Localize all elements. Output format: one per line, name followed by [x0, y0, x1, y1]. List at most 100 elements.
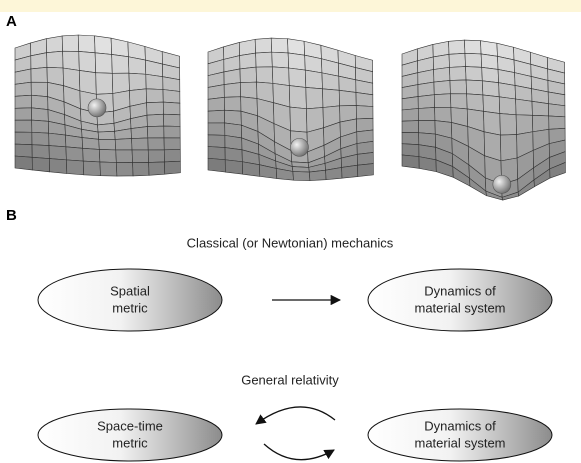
mesh-cell: [116, 150, 133, 163]
mesh-cell: [15, 95, 32, 108]
mesh-cell: [402, 121, 419, 133]
mesh-cell: [147, 126, 164, 138]
panel-label: B: [6, 207, 17, 224]
mesh-cell: [450, 94, 467, 109]
mesh-cell: [15, 108, 32, 120]
mesh-cell: [31, 67, 47, 82]
mesh-cell: [293, 171, 310, 180]
mesh-cell: [115, 139, 132, 150]
mesh-cell: [164, 114, 181, 126]
mesh-cell: [272, 67, 289, 86]
ellipse-text: material system: [414, 300, 505, 315]
mesh-cell: [402, 97, 418, 110]
mesh-cell: [481, 54, 498, 69]
mesh-cell: [358, 164, 374, 177]
mesh-cell: [434, 94, 451, 108]
mesh-cell: [164, 126, 180, 138]
mesh-cell: [224, 83, 241, 98]
mesh-cell: [483, 95, 500, 114]
mesh-cell: [132, 138, 149, 150]
ball: [290, 138, 308, 156]
mesh-cell: [31, 53, 47, 69]
mesh-cell: [164, 150, 180, 162]
mesh-cell: [15, 120, 32, 132]
mesh-cell: [128, 57, 145, 74]
mesh-cell: [165, 161, 181, 174]
ellipse-text: Dynamics of: [424, 283, 496, 298]
mesh-cell: [131, 127, 148, 139]
mesh-cell: [62, 35, 79, 51]
mesh-cell: [98, 131, 115, 139]
ellipse-text: metric: [112, 300, 148, 315]
mesh-cell: [99, 149, 116, 162]
mesh-cell: [225, 148, 242, 162]
mesh-cell: [31, 95, 48, 109]
mesh-cell: [449, 67, 466, 81]
mesh-cell: [418, 121, 435, 134]
mesh-cell: [450, 80, 467, 94]
mesh-cell: [163, 102, 180, 115]
mesh-cell: [356, 92, 373, 106]
mesh-cell: [224, 69, 240, 85]
mesh-cell: [288, 39, 305, 55]
mesh-cell: [148, 138, 164, 150]
mesh-cell: [466, 80, 483, 95]
mesh-cell: [465, 53, 482, 67]
mesh-cell: [516, 115, 533, 135]
mesh-cell: [225, 110, 242, 125]
mesh-cell: [32, 145, 49, 159]
mesh-cell: [272, 52, 289, 68]
mesh-cell: [418, 107, 435, 120]
mesh-cell: [46, 36, 62, 53]
mesh-cell: [433, 54, 449, 69]
mesh-cell: [402, 144, 419, 157]
section-title: General relativity: [241, 372, 339, 387]
mesh-cell: [148, 150, 164, 163]
mesh-cell: [256, 52, 273, 67]
mesh-cell: [32, 120, 49, 133]
mesh-cell: [549, 116, 565, 129]
mesh-cell: [464, 40, 481, 54]
mesh-cell: [255, 38, 272, 53]
mesh-cell: [208, 123, 225, 135]
mesh-cell: [208, 85, 224, 100]
ellipse-text: metric: [112, 435, 148, 450]
mesh-cell: [289, 68, 306, 87]
mesh-cell: [129, 73, 146, 90]
mesh-cell: [548, 104, 565, 117]
mesh-cell: [208, 97, 225, 111]
mesh-cell: [402, 155, 419, 168]
mesh-cell: [63, 51, 80, 70]
mesh-cell: [484, 111, 501, 135]
mesh-cell: [49, 133, 66, 147]
mesh-cell: [357, 118, 374, 131]
mesh-cell: [146, 74, 163, 89]
mesh-cell: [225, 160, 242, 174]
mesh-cell: [15, 144, 32, 157]
mesh-cell: [164, 138, 180, 150]
mesh-cell: [499, 83, 516, 99]
mesh-cell: [32, 108, 49, 122]
mesh-cell: [434, 67, 450, 82]
mesh-cell: [288, 53, 305, 70]
mesh-cell: [467, 94, 484, 112]
mesh-cell: [466, 67, 483, 81]
mesh-cell: [500, 135, 517, 161]
mesh-cell: [133, 162, 149, 175]
mesh-cell: [146, 89, 163, 103]
ellipse-text: Spatial: [110, 283, 150, 298]
mesh-cell: [49, 159, 66, 174]
mesh-cell: [112, 73, 129, 93]
mesh-cell: [95, 53, 112, 74]
ellipse-text: material system: [414, 435, 505, 450]
ellipse-text: Space-time: [97, 418, 163, 433]
mesh-cell: [500, 114, 517, 136]
mesh-cell: [32, 132, 49, 145]
mesh-cell: [79, 70, 96, 94]
ellipse-text: Dynamics of: [424, 418, 496, 433]
mesh-cell: [99, 139, 116, 150]
mesh-cell: [322, 89, 339, 108]
mesh-cell: [96, 73, 113, 95]
mesh-cell: [532, 101, 549, 116]
mesh-cell: [32, 157, 49, 172]
